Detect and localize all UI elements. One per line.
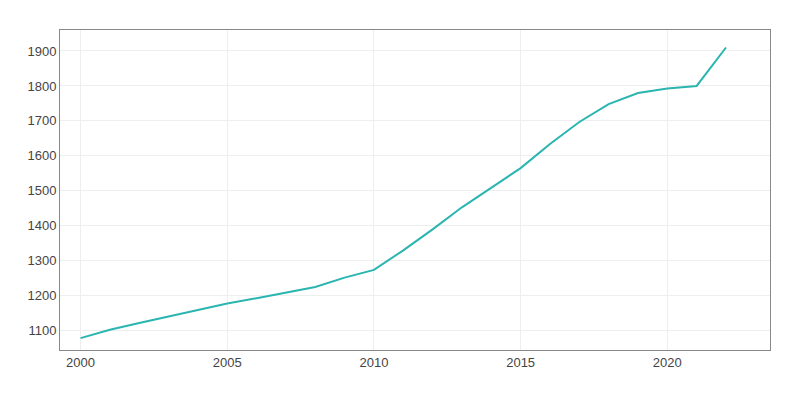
svg-text:2010: 2010 [359,355,388,370]
svg-text:1900: 1900 [27,44,56,59]
svg-text:1200: 1200 [27,288,56,303]
svg-text:2020: 2020 [653,355,682,370]
svg-text:1700: 1700 [27,113,56,128]
svg-text:1600: 1600 [27,148,56,163]
svg-text:1400: 1400 [27,218,56,233]
svg-text:1500: 1500 [27,183,56,198]
svg-text:1100: 1100 [28,323,56,338]
svg-text:1300: 1300 [27,253,56,268]
svg-text:1800: 1800 [27,79,56,94]
svg-text:2000: 2000 [66,355,95,370]
svg-text:2015: 2015 [506,355,535,370]
svg-text:2005: 2005 [213,355,242,370]
